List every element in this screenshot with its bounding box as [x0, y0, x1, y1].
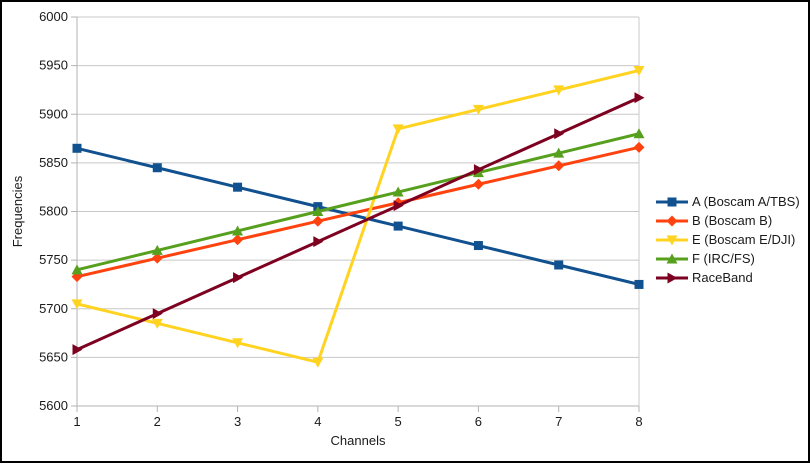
triangle-down-marker-icon	[633, 65, 645, 76]
square-marker-icon	[152, 163, 162, 173]
y-tick-label: 5750	[39, 252, 68, 267]
y-tick-label: 5650	[39, 349, 68, 364]
triangle-down-marker-icon	[232, 338, 244, 349]
triangle-down-marker-icon	[553, 85, 565, 96]
x-tick-label: 1	[73, 414, 80, 429]
y-tick-label: 5700	[39, 301, 68, 316]
legend-item: B (Boscam B)	[655, 211, 800, 230]
square-marker-icon	[554, 260, 564, 270]
triangle-up-marker-icon	[232, 225, 244, 236]
y-axis-title: Frequencies	[10, 175, 25, 247]
triangle-right-marker-icon	[667, 272, 678, 283]
y-tick-label: 5800	[39, 204, 68, 219]
triangle-right-marker-icon	[313, 236, 324, 248]
y-tick-label: 5950	[39, 58, 68, 73]
triangle-down-marker-icon	[472, 104, 484, 115]
legend-swatch	[656, 197, 688, 206]
triangle-up-marker-icon	[666, 253, 678, 264]
triangle-right-marker-icon	[554, 128, 565, 140]
series-f	[71, 128, 645, 275]
diamond-marker-icon	[232, 234, 244, 246]
triangle-right-marker-icon	[473, 164, 484, 176]
triangle-up-marker-icon	[392, 186, 404, 197]
legend-label: F (IRC/FS)	[692, 251, 755, 266]
x-tick-label: 5	[395, 414, 402, 429]
legend-swatch	[656, 253, 688, 264]
x-tick-label: 7	[555, 414, 562, 429]
y-tick-label: 5900	[39, 106, 68, 121]
legend-label: B (Boscam B)	[692, 213, 773, 228]
legend-label: RaceBand	[692, 270, 753, 285]
triangle-down-marker-icon	[312, 357, 324, 368]
x-tick-label: 6	[475, 414, 482, 429]
chart-legend: A (Boscam A/TBS) B (Boscam B) E (Boscam E/…	[655, 192, 800, 287]
series-line	[76, 145, 640, 279]
square-marker-icon	[72, 143, 82, 153]
diamond-marker-icon	[666, 215, 678, 226]
triangle-down-marker-icon	[151, 318, 163, 329]
series-line	[76, 96, 640, 351]
square-marker-icon	[393, 221, 403, 231]
square-marker-icon	[667, 197, 677, 206]
series-raceband	[72, 92, 645, 356]
x-tick-label: 4	[314, 414, 321, 429]
legend-label: A (Boscam A/TBS)	[692, 194, 800, 209]
triangle-up-marker-icon	[151, 244, 163, 255]
series-e	[71, 65, 645, 368]
diamond-marker-icon	[151, 252, 163, 264]
series-line	[76, 146, 640, 286]
diamond-marker-icon	[472, 178, 484, 190]
legend-item: RaceBand	[655, 268, 800, 287]
square-marker-icon	[473, 241, 483, 251]
triangle-right-marker-icon	[233, 272, 244, 284]
y-tick-label: 5600	[39, 398, 68, 413]
triangle-up-marker-icon	[71, 264, 83, 275]
triangle-right-marker-icon	[152, 308, 163, 320]
series-line	[76, 69, 640, 365]
triangle-right-marker-icon	[393, 200, 404, 212]
legend-item: A (Boscam A/TBS)	[655, 192, 800, 211]
triangle-down-marker-icon	[71, 299, 83, 310]
y-tick-label: 6000	[39, 9, 68, 24]
x-axis-title: Channels	[331, 433, 386, 448]
diamond-marker-icon	[312, 215, 324, 227]
triangle-down-marker-icon	[666, 234, 678, 245]
diamond-marker-icon	[553, 160, 565, 172]
legend-swatch	[656, 215, 688, 226]
triangle-up-marker-icon	[312, 206, 324, 217]
x-tick-label: 2	[154, 414, 161, 429]
triangle-up-marker-icon	[633, 128, 645, 139]
diamond-marker-icon	[633, 141, 645, 153]
triangle-up-marker-icon	[553, 147, 565, 158]
triangle-down-marker-icon	[392, 124, 404, 135]
square-marker-icon	[634, 279, 644, 289]
legend-label: E (Boscam E/DJI)	[692, 232, 796, 247]
series-line	[76, 132, 640, 272]
triangle-right-marker-icon	[72, 344, 83, 356]
triangle-right-marker-icon	[634, 92, 645, 104]
y-tick-label: 5850	[39, 155, 68, 170]
x-tick-label: 3	[234, 414, 241, 429]
legend-swatch	[656, 272, 688, 283]
square-marker-icon	[233, 182, 243, 192]
legend-item: E (Boscam E/DJI)	[655, 230, 800, 249]
legend-swatch	[656, 234, 688, 245]
legend-item: F (IRC/FS)	[655, 249, 800, 268]
x-tick-label: 8	[635, 414, 642, 429]
